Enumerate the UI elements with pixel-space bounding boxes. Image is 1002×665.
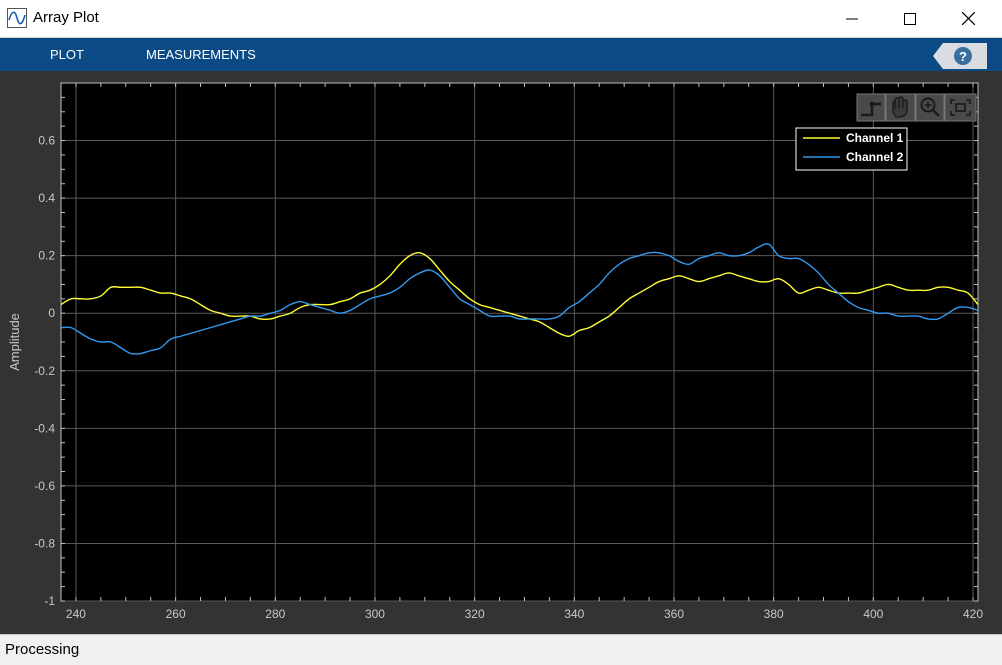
y-tick-label: 0 [48, 306, 55, 320]
autoscale-icon [950, 99, 971, 116]
y-tick-label: -1 [44, 594, 55, 608]
pan-icon [892, 96, 908, 118]
close-icon [961, 12, 975, 25]
tab-measurements[interactable]: MEASUREMENTS [146, 47, 256, 62]
x-tick-label: 300 [365, 607, 385, 621]
axes-toolbar [856, 93, 977, 122]
window-titlebar: Array Plot [0, 0, 1002, 38]
x-tick-label: 320 [465, 607, 485, 621]
series-line-channel-1 [60, 251, 979, 338]
x-tick-label: 260 [166, 607, 186, 621]
data-cursor-icon [861, 102, 881, 117]
pan-button[interactable] [885, 93, 916, 122]
status-text: Processing [5, 641, 80, 658]
legend-label-channel-1: Channel 1 [846, 131, 904, 145]
x-tick-label: 380 [764, 607, 784, 621]
x-tick-label: 240 [66, 607, 86, 621]
y-tick-label: 0.4 [38, 191, 55, 205]
help-label: ? [959, 49, 967, 64]
y-tick-label: -0.8 [34, 536, 55, 550]
zoom-in-button[interactable] [915, 93, 945, 122]
minor-ticks [61, 82, 978, 602]
x-tick-label: 280 [265, 607, 285, 621]
legend-label-channel-2: Channel 2 [846, 150, 904, 164]
figure-area: 240 260 280 300 320 340 360 380 400 420 -1 -0.8 -0.… [0, 71, 1002, 634]
y-tick-label: -0.2 [34, 364, 55, 378]
autoscale-button[interactable] [944, 93, 977, 122]
window-title: Array Plot [33, 9, 99, 26]
array-plot-chart: 240 260 280 300 320 340 360 380 400 420 -1 -0.8 -0.… [0, 71, 1002, 634]
y-axis-label: Amplitude [7, 313, 22, 371]
y-tick-label: 0.6 [38, 134, 55, 148]
x-tick-label: 360 [664, 607, 684, 621]
data-cursor-button[interactable] [856, 93, 886, 122]
minimize-icon [846, 18, 858, 19]
x-tick-label: 400 [863, 607, 883, 621]
y-tick-label: -0.6 [34, 479, 55, 493]
plot-lines [60, 243, 979, 355]
close-button[interactable] [945, 0, 991, 37]
y-tick-label: -0.4 [34, 421, 55, 435]
y-tick-label: 0.2 [38, 249, 55, 263]
minimize-button[interactable] [829, 0, 875, 37]
array-plot-app-icon [7, 8, 27, 28]
x-tick-label: 340 [564, 607, 584, 621]
y-tick-labels: -1 -0.8 -0.6 -0.4 -0.2 0 0.2 0.4 0.6 [34, 134, 55, 608]
status-bar: Processing [0, 634, 1002, 665]
zoom-in-icon [920, 97, 940, 117]
tab-plot[interactable]: PLOT [50, 47, 84, 62]
x-tick-label: 420 [963, 607, 983, 621]
help-icon: ? [933, 43, 987, 69]
legend[interactable]: Channel 1 Channel 2 [795, 127, 908, 171]
toolstrip: PLOT MEASUREMENTS [0, 38, 1002, 71]
series-line-channel-2 [60, 243, 979, 355]
maximize-button[interactable] [887, 0, 933, 37]
maximize-icon [904, 12, 916, 25]
help-button[interactable]: ? [933, 43, 987, 69]
x-tick-labels: 240 260 280 300 320 340 360 380 400 420 [66, 607, 983, 621]
